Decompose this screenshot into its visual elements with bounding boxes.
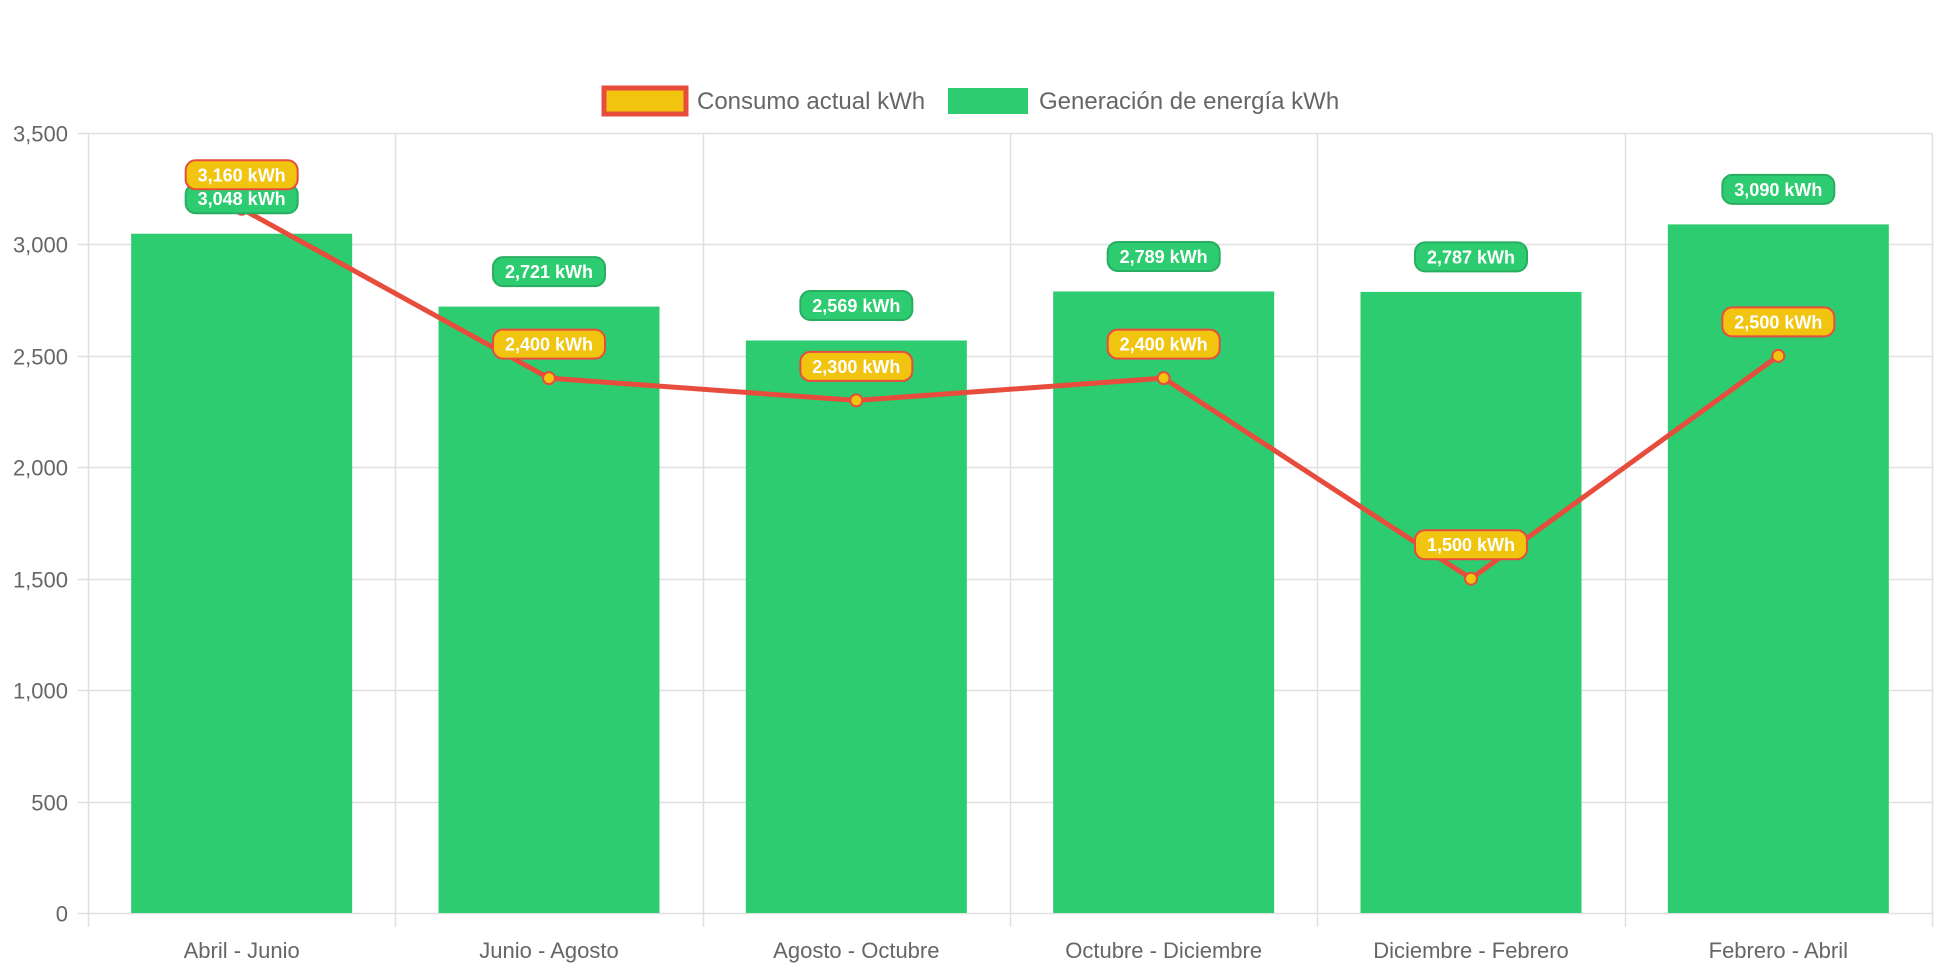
consumption-data-label: 2,300 kWh [799, 350, 914, 382]
legend-swatch-consumption[interactable] [601, 85, 689, 117]
y-tick-label: 500 [31, 791, 68, 816]
consumption-data-label-text: 2,500 kWh [1734, 312, 1822, 332]
x-tick-label: Junio - Agosto [479, 938, 618, 963]
generation-data-label: 3,090 kWh [1721, 173, 1836, 205]
consumption-data-label-bg [1106, 328, 1221, 360]
consumption-data-label: 2,500 kWh [1721, 306, 1836, 338]
y-tick-label: 1,500 [13, 568, 68, 593]
bar[interactable] [745, 340, 967, 914]
generation-data-label-bg [1106, 240, 1221, 272]
generation-data-label-text: 2,787 kWh [1427, 247, 1515, 267]
generation-data-label-text: 3,090 kWh [1734, 180, 1822, 200]
line-point[interactable] [542, 371, 556, 386]
line-point[interactable] [1464, 571, 1478, 586]
generation-data-label: 3,048 kWh [184, 183, 299, 215]
x-tick-label: Agosto - Octubre [773, 938, 939, 963]
legend[interactable]: Consumo actual kWh Generación de energía … [601, 85, 1339, 117]
consumption-data-label-bg [1721, 306, 1836, 338]
legend-label-consumption[interactable]: Consumo actual kWh [697, 88, 925, 115]
line-point[interactable] [849, 393, 864, 408]
consumption-data-label-text: 3,160 kWh [198, 165, 286, 185]
bar[interactable] [131, 233, 353, 913]
axis-ticks: 0 500 1,000 1,500 2,000 2,500 3,000 3,500 Abril … [13, 122, 1848, 964]
generation-data-label: 2,787 kWh [1414, 241, 1528, 273]
data-labels: 3,048 kWh 2,721 kWh 2,569 kWh 2,789 kWh 2,78… [184, 159, 1836, 561]
consumption-data-label-text: 2,400 kWh [505, 335, 593, 355]
generation-data-label-bg [492, 256, 606, 288]
consumption-data-label: 2,400 kWh [1106, 328, 1221, 360]
x-tick-label: Febrero - Abril [1709, 938, 1848, 963]
generation-data-label: 2,789 kWh [1106, 240, 1221, 272]
consumption-data-label-bg [799, 350, 914, 382]
generation-data-label: 2,721 kWh [492, 256, 606, 288]
legend-swatch-generation[interactable] [948, 88, 1028, 114]
line-point[interactable] [1771, 348, 1786, 363]
y-tick-label: 3,500 [13, 122, 68, 147]
line-points [234, 201, 1786, 586]
generation-data-label-text: 3,048 kWh [198, 189, 286, 209]
bar[interactable] [1053, 291, 1275, 913]
bar-series [131, 224, 1889, 914]
x-tick-label: Abril - Junio [184, 938, 300, 963]
bar[interactable] [1667, 224, 1889, 913]
generation-data-label-text: 2,569 kWh [812, 296, 900, 316]
legend-label-generation[interactable]: Generación de energía kWh [1039, 88, 1339, 115]
generation-data-label: 2,569 kWh [799, 289, 914, 321]
consumption-data-label-text: 2,400 kWh [1120, 335, 1208, 355]
generation-data-label-bg [799, 289, 914, 321]
grid-lines [78, 132, 1934, 927]
consumption-data-label-bg [184, 159, 299, 191]
x-tick-label: Diciembre - Febrero [1373, 938, 1569, 963]
y-tick-label: 0 [56, 902, 68, 927]
bar[interactable] [438, 306, 660, 913]
x-tick-label: Octubre - Diciembre [1065, 938, 1262, 963]
consumption-data-label-text: 2,300 kWh [812, 357, 900, 377]
generation-data-label-text: 2,789 kWh [1120, 247, 1208, 267]
consumption-data-label-bg [492, 328, 606, 360]
consumption-data-label-text: 1,500 kWh [1427, 535, 1515, 555]
y-tick-label: 2,500 [13, 345, 68, 370]
y-tick-label: 2,000 [13, 456, 68, 481]
y-tick-label: 1,000 [13, 679, 68, 704]
generation-data-label-bg [1721, 173, 1836, 205]
consumption-data-label: 3,160 kWh [184, 159, 299, 191]
line-point[interactable] [1156, 371, 1171, 386]
generation-data-label-bg [1414, 241, 1528, 273]
consumption-data-label: 2,400 kWh [492, 328, 606, 360]
bar[interactable] [1360, 291, 1582, 913]
y-tick-label: 3,000 [13, 233, 68, 258]
consumption-data-label: 1,500 kWh [1414, 529, 1528, 561]
consumption-data-label-bg [1414, 529, 1528, 561]
generation-data-label-text: 2,721 kWh [505, 262, 593, 282]
